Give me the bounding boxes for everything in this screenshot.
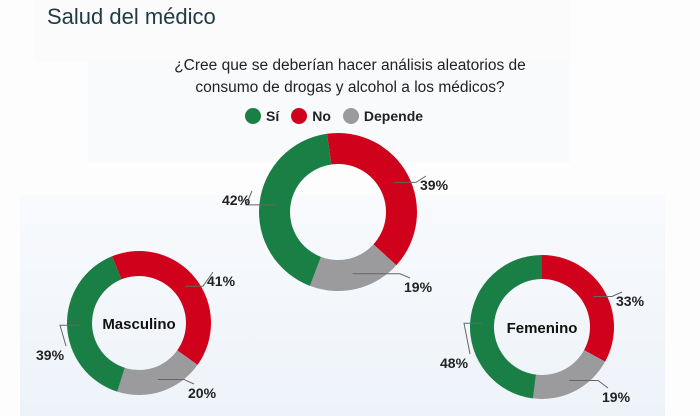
legend-item-no: No	[291, 108, 331, 124]
legend-swatch-green	[245, 108, 261, 124]
donut-slice-si	[259, 133, 332, 286]
data-label: 20%	[188, 385, 217, 401]
legend-swatch-gray	[342, 108, 359, 124]
leader-line	[463, 322, 483, 355]
chart-title: ¿Cree que se deberían hacer análisis ale…	[110, 55, 590, 99]
page-title: Salud del médico	[47, 4, 216, 29]
data-label: 39%	[36, 347, 65, 363]
legend-label: No	[312, 108, 331, 124]
legend-label: Sí	[266, 108, 280, 124]
donut-center-label: Femenino	[507, 320, 578, 337]
leader-line	[59, 324, 80, 347]
legend: Sí No Depende	[245, 108, 423, 124]
data-label: 33%	[616, 293, 645, 309]
data-label: 48%	[440, 355, 469, 371]
data-label: 39%	[420, 177, 449, 193]
data-label: 19%	[602, 389, 631, 405]
legend-item-si: Sí	[245, 108, 279, 124]
title-panel	[35, 0, 570, 62]
donut-slice-no	[542, 255, 614, 362]
data-label: 19%	[404, 279, 433, 295]
leader-line	[157, 378, 195, 385]
donut-slice-no	[112, 251, 211, 365]
donut-slice-depende	[117, 350, 198, 395]
donut-center-label: Masculino	[102, 316, 175, 333]
leader-line	[352, 273, 411, 279]
chart-title-line: consumo de drogas y alcohol a los médico…	[195, 79, 505, 96]
donut-slice-si	[469, 255, 542, 399]
leader-line	[245, 190, 275, 206]
legend-item-depende: Depende	[342, 108, 424, 124]
leader-line	[569, 379, 609, 389]
donut-slice-depende	[532, 350, 606, 399]
data-label: 42%	[222, 192, 251, 208]
leader-line	[394, 175, 427, 183]
legend-label: Depende	[363, 108, 424, 124]
donut-slice-depende	[309, 244, 397, 292]
legend-swatch-red	[291, 108, 308, 124]
leader-line	[593, 291, 623, 297]
donut-slice-no	[327, 133, 418, 266]
donut-slice-si	[66, 256, 125, 392]
data-label: 41%	[207, 273, 236, 289]
leader-line	[185, 271, 214, 287]
chart-title-line: ¿Cree que se deberían hacer análisis ale…	[174, 57, 526, 74]
